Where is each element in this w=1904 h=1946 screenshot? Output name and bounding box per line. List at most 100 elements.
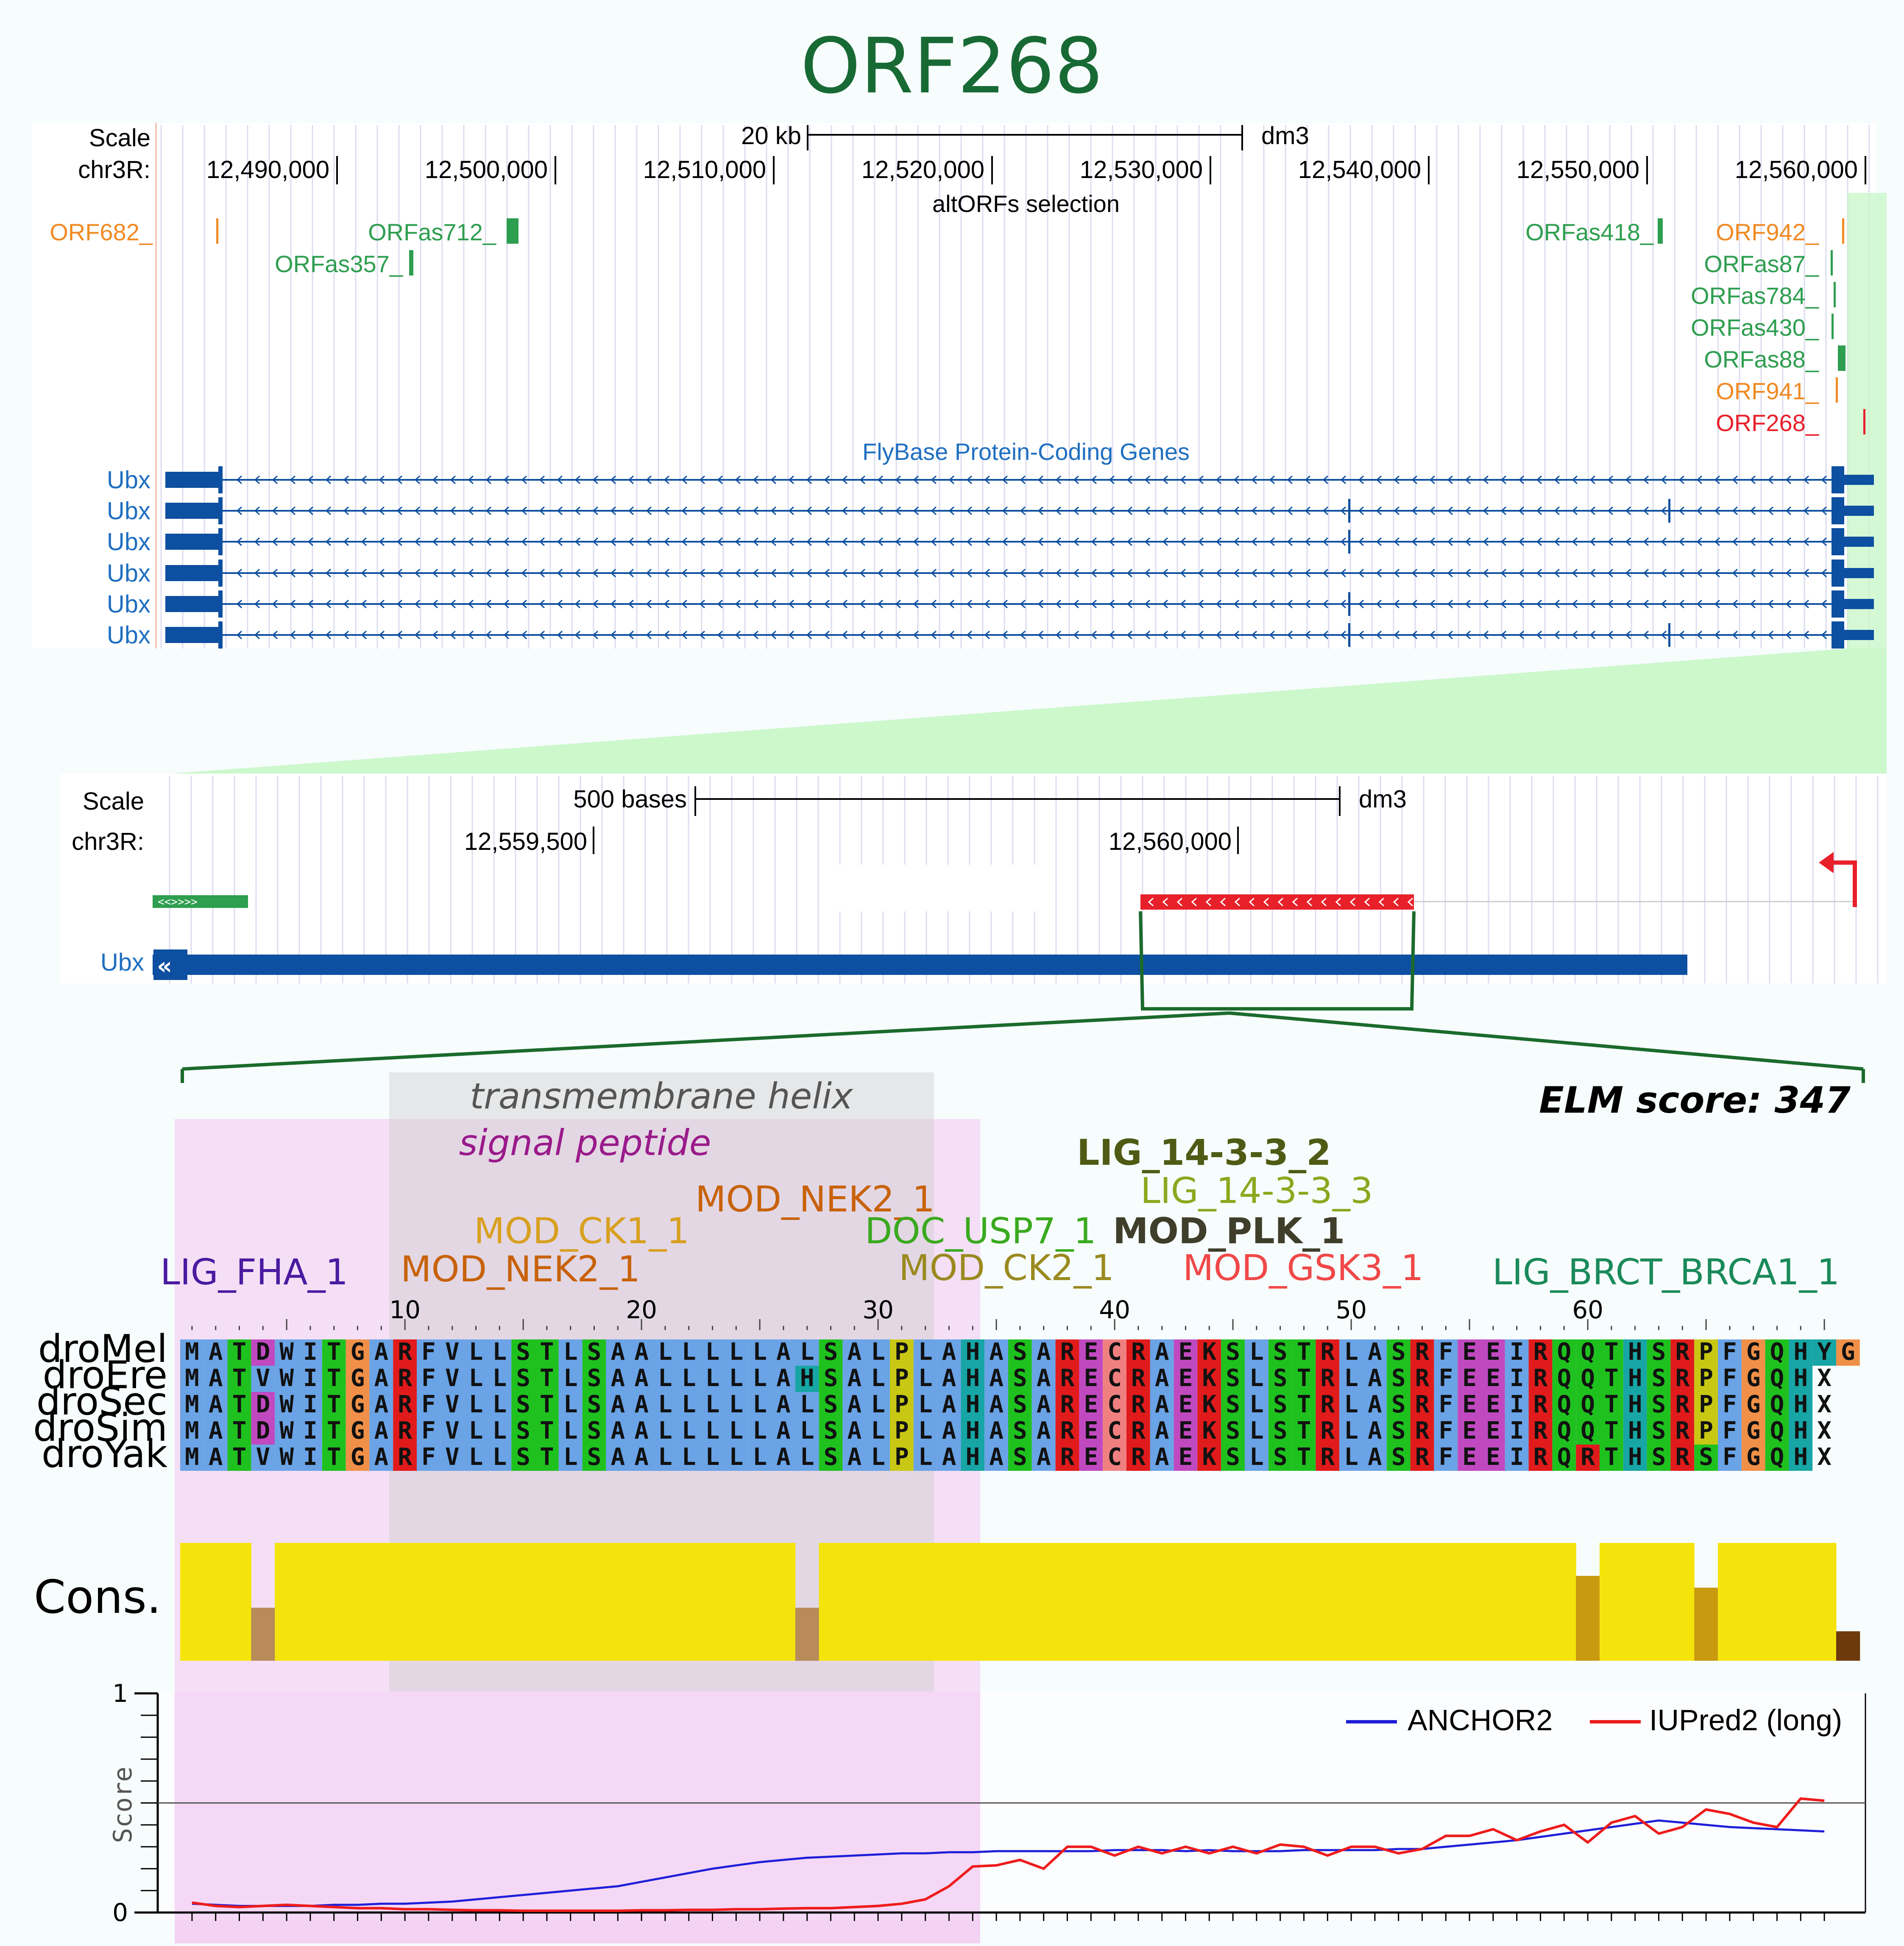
svg-text:L: L [563, 1391, 578, 1418]
svg-text:Q: Q [1557, 1391, 1571, 1418]
cons-bar [1410, 1543, 1434, 1661]
orf-label: ORF268_ [1716, 409, 1819, 436]
svg-text:S: S [1273, 1338, 1288, 1366]
svg-text:A: A [989, 1391, 1004, 1418]
svg-text:Q: Q [1557, 1443, 1571, 1471]
svg-text:S: S [1013, 1443, 1027, 1471]
svg-text:R: R [1675, 1364, 1689, 1392]
svg-text:A: A [374, 1338, 388, 1366]
cons-bar [1031, 1543, 1056, 1661]
svg-text:A: A [847, 1417, 861, 1445]
plot-legend: ANCHOR2 IUPred2 (long) [1346, 1704, 1842, 1737]
svg-text:L: L [918, 1364, 933, 1392]
svg-text:S: S [587, 1443, 602, 1471]
svg-text:S: S [1652, 1391, 1666, 1418]
svg-text:T: T [1604, 1417, 1619, 1445]
svg-text:T: T [327, 1391, 341, 1418]
scale-label-2: Scale [83, 788, 144, 815]
svg-text:A: A [209, 1391, 223, 1418]
gene-label: Ubx [107, 621, 151, 649]
svg-text:E: E [1179, 1417, 1193, 1445]
elm-score: ELM score: 347 [1539, 1079, 1851, 1122]
svg-text:T: T [540, 1417, 554, 1445]
svg-text:I: I [1510, 1443, 1524, 1471]
svg-text:S: S [824, 1443, 838, 1471]
svg-text:X: X [1817, 1391, 1832, 1418]
svg-text:S: S [1226, 1443, 1240, 1471]
svg-text:F: F [1438, 1391, 1453, 1418]
cons-bar [1079, 1543, 1103, 1661]
svg-text:A: A [1037, 1338, 1051, 1366]
motif-label: LIG_14-3-3_3 [1140, 1170, 1373, 1211]
cons-bar [204, 1543, 228, 1661]
svg-text:I: I [303, 1364, 318, 1392]
svg-text:S: S [1226, 1364, 1240, 1392]
svg-text:A: A [989, 1417, 1004, 1445]
svg-text:A: A [374, 1391, 388, 1418]
svg-text:F: F [1723, 1338, 1737, 1366]
svg-text:L: L [563, 1417, 578, 1445]
cons-bar [298, 1543, 323, 1661]
svg-text:R: R [398, 1391, 412, 1418]
orf-mark [1658, 218, 1663, 244]
svg-text:S: S [1273, 1417, 1288, 1445]
svg-text:L: L [658, 1443, 672, 1471]
svg-text:L: L [918, 1338, 933, 1366]
cons-bar [1789, 1543, 1813, 1661]
svg-text:R: R [1320, 1364, 1335, 1392]
orf-label: ORFas88_ [1704, 346, 1819, 373]
position-number: 20 [626, 1295, 657, 1324]
tick-label-2: 12,559,500 [464, 828, 587, 855]
svg-text:A: A [634, 1338, 649, 1366]
scale-label: Scale [89, 124, 151, 152]
svg-text:R: R [1533, 1391, 1548, 1418]
gene-exon [165, 596, 220, 612]
svg-text:A: A [611, 1417, 625, 1445]
cons-bar [653, 1543, 677, 1661]
species-name: droMel [38, 1327, 167, 1371]
svg-text:S: S [587, 1417, 602, 1445]
svg-text:F: F [1438, 1364, 1453, 1392]
zoom-wedge [172, 649, 1887, 774]
svg-text:G: G [351, 1417, 365, 1445]
cons-bar [961, 1543, 985, 1661]
cons-bar [1600, 1543, 1624, 1661]
svg-text:L: L [705, 1391, 720, 1418]
svg-text:E: E [1462, 1443, 1477, 1471]
svg-text:F: F [421, 1338, 436, 1366]
svg-text:A: A [1037, 1391, 1051, 1418]
cons-bar [1316, 1543, 1340, 1661]
svg-text:L: L [705, 1443, 720, 1471]
svg-text:W: W [279, 1338, 294, 1366]
svg-text:G: G [1746, 1338, 1761, 1366]
svg-text:S: S [824, 1364, 838, 1392]
svg-text:S: S [1391, 1443, 1406, 1471]
svg-text:S: S [516, 1364, 530, 1392]
orf-mark [1838, 345, 1845, 371]
svg-text:A: A [847, 1364, 861, 1392]
svg-text:R: R [398, 1417, 412, 1445]
orf-mark [216, 218, 218, 244]
svg-text:Q: Q [1581, 1417, 1595, 1445]
cons-bar [464, 1543, 488, 1661]
svg-text:I: I [303, 1417, 318, 1445]
svg-text:P: P [1699, 1338, 1713, 1366]
score-axes: 10 [112, 1679, 1866, 1927]
legend-iupred2: IUPred2 (long) [1649, 1704, 1842, 1737]
scale-bar-2: 500 bases dm3 [573, 785, 1407, 816]
cons-bar [748, 1543, 772, 1661]
svg-text:P: P [895, 1364, 909, 1392]
svg-text:A: A [611, 1364, 625, 1392]
orf-label: ORFas784_ [1691, 282, 1819, 309]
svg-text:L: L [1249, 1364, 1264, 1392]
svg-text:R: R [1533, 1364, 1548, 1392]
svg-text:P: P [1699, 1364, 1713, 1392]
species-name: droEre [43, 1353, 167, 1398]
svg-text:H: H [1793, 1364, 1808, 1392]
svg-text:A: A [1155, 1443, 1169, 1471]
svg-text:G: G [1746, 1391, 1761, 1418]
svg-text:A: A [611, 1338, 625, 1366]
svg-text:E: E [1084, 1443, 1098, 1471]
